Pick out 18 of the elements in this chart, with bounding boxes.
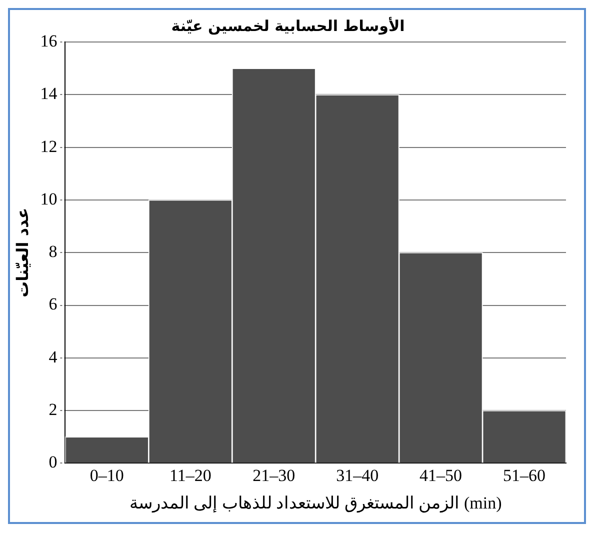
x-axis-title: الزمن المستغرق للاستعداد للذهاب إلى المدرسة (min) (129, 493, 502, 514)
x-tick-label: 41–50 (420, 466, 462, 485)
y-tick-label: 12 (40, 136, 58, 156)
x-tick-label: 51–60 (503, 466, 546, 485)
y-tick-label: 14 (40, 84, 58, 104)
y-tick-label: 2 (48, 400, 58, 420)
y-tick-label: 10 (40, 189, 58, 208)
y-tick-label: 16 (40, 31, 58, 50)
y-tick-label: 4 (48, 347, 58, 366)
y-tick-label: 8 (48, 242, 58, 262)
x-tick-label: 21–30 (252, 466, 296, 485)
y-tick-label: 6 (48, 294, 58, 314)
x-tick-label: 0–10 (90, 466, 124, 485)
chart-title: الأوساط الحسابية لخمسين عيّنة (171, 16, 405, 35)
x-tick-label: 11–20 (169, 466, 212, 485)
y-tick-label: 0 (48, 452, 58, 472)
y-axis-title: عدد العيّنات (12, 208, 32, 298)
x-tick-label: 31–40 (336, 466, 379, 485)
